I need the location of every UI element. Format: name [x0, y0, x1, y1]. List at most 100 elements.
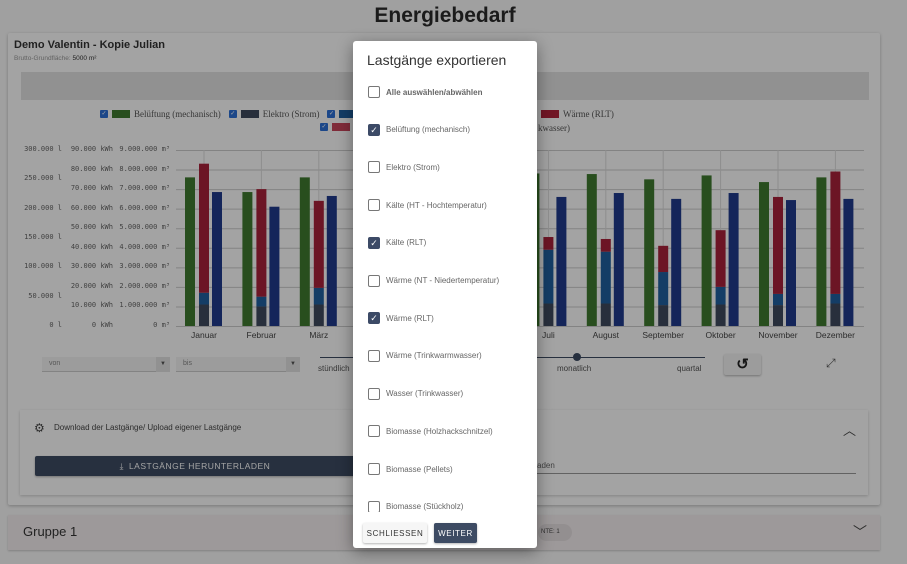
bar — [313, 200, 324, 288]
slider-label-quarterly: quartal — [677, 364, 702, 373]
export-option[interactable]: Biomasse (Stückholz) — [368, 500, 464, 512]
next-button[interactable]: WEITER — [434, 523, 477, 543]
legend-checkbox[interactable]: ✓ — [228, 110, 237, 118]
checkbox-icon[interactable] — [368, 161, 380, 174]
checkbox-checked-icon[interactable]: ✓ — [368, 312, 380, 325]
checkbox-icon[interactable] — [368, 387, 380, 400]
y-tick-label: 200.000 l — [24, 203, 62, 212]
legend-checkbox[interactable]: ✓ — [320, 123, 328, 131]
checkbox-icon[interactable] — [368, 349, 380, 362]
month-label: Juli — [542, 330, 555, 340]
undo-icon: ↺ — [736, 356, 749, 373]
bar — [269, 206, 280, 326]
legend-swatch — [339, 110, 358, 118]
checkbox-icon[interactable] — [368, 86, 380, 98]
month-label: März — [309, 330, 329, 340]
y-tick-label: 0 m³ — [153, 321, 170, 329]
export-option[interactable]: Kälte (HT - Hochtemperatur) — [368, 199, 487, 212]
export-option[interactable]: Wasser (Trinkwasser) — [368, 387, 464, 400]
export-option[interactable]: ✓ Kälte (RLT) — [368, 236, 426, 249]
bar — [786, 200, 796, 326]
bar — [199, 304, 209, 326]
y-tick-label: 80.000 kWh — [70, 164, 113, 173]
y-tick-label: 70.000 kWh — [70, 184, 113, 193]
month-label: August — [592, 330, 620, 340]
checkbox-icon[interactable] — [368, 500, 380, 512]
checkbox-icon[interactable] — [368, 199, 380, 212]
month-label: November — [758, 330, 798, 340]
legend-swatch — [541, 110, 560, 118]
y-tick-label: 50.000 l — [28, 291, 62, 300]
bar — [256, 189, 267, 297]
legend-checkbox[interactable]: ✓ — [327, 110, 336, 118]
group-title: Gruppe 1 — [23, 524, 78, 539]
upload-input[interactable]: aden — [365, 458, 856, 474]
bar — [600, 303, 611, 326]
upload-text: aden — [537, 461, 555, 470]
legend-swatch — [240, 110, 259, 118]
checkbox-checked-icon[interactable]: ✓ — [368, 236, 380, 249]
export-option[interactable]: Elektro (Strom) — [368, 161, 440, 174]
expand-icon[interactable]: ⤢ — [826, 356, 836, 370]
bar — [773, 305, 783, 326]
bar — [600, 238, 611, 252]
dialog-title: Lastgänge exportieren — [367, 52, 507, 68]
export-dialog: Lastgänge exportieren Alle auswählen/abw… — [353, 41, 537, 548]
y-tick-label: 40.000 kWh — [70, 242, 113, 251]
to-placeholder: bis — [183, 360, 192, 367]
export-option-label: Biomasse (Stückholz) — [386, 502, 464, 512]
download-button[interactable]: ⤓ LASTGÄNGE HERUNTERLADEN — [35, 456, 355, 476]
bar — [256, 296, 267, 307]
export-option[interactable]: ✓ Belüftung (mechanisch) — [368, 123, 470, 136]
bar — [830, 303, 841, 326]
chevron-down-icon: ▼ — [156, 357, 170, 372]
y-tick-label: 50.000 kWh — [70, 223, 113, 232]
export-options-list[interactable]: Alle auswählen/abwählen ✓ Belüftung (mecha… — [353, 75, 537, 512]
y-tick-label: 150.000 l — [24, 233, 62, 241]
export-option[interactable]: Wärme (NT - Niedertemperatur) — [368, 274, 499, 287]
to-select[interactable]: bis ▼ — [176, 357, 300, 372]
chevron-down-icon: ▼ — [286, 357, 300, 372]
checkbox-checked-icon[interactable]: ✓ — [368, 123, 380, 136]
panel-title[interactable]: Download der Lastgänge/ Upload eigener L… — [54, 423, 242, 432]
month-label: Dezember — [815, 330, 855, 340]
checkbox-icon[interactable] — [368, 274, 380, 287]
checkbox-icon[interactable] — [368, 463, 380, 475]
export-option[interactable]: Biomasse (Holzhackschnitzel) — [368, 425, 493, 438]
y-tick-label: 5.000.000 m³ — [119, 223, 170, 232]
bar — [313, 304, 324, 326]
export-option-label: Elektro (Strom) — [386, 162, 440, 172]
from-select[interactable]: von ▼ — [42, 357, 170, 372]
slider-knob[interactable] — [573, 353, 581, 361]
export-option[interactable]: Biomasse (Pellets) — [368, 463, 453, 475]
export-option-label: Wasser (Trinkwasser) — [386, 389, 464, 399]
bar — [773, 196, 783, 294]
bar — [715, 230, 726, 287]
y-tick-label: 100.000 l — [24, 262, 62, 271]
close-button[interactable]: SCHLIESSEN — [363, 523, 427, 543]
legend-swatch — [332, 123, 350, 131]
y-tick-label: 1.000.000 m³ — [119, 301, 170, 310]
page-title: Energiebedarf — [374, 4, 516, 27]
legend-label: Belüftung (mechanisch) — [134, 109, 221, 119]
export-option-label: Biomasse (Holzhackschnitzel) — [386, 426, 493, 436]
export-option[interactable]: Alle auswählen/abwählen — [368, 86, 482, 98]
checkbox-icon[interactable] — [368, 425, 380, 438]
export-option-label: Kälte (HT - Hochtemperatur) — [386, 200, 487, 210]
y-tick-label: 3.000.000 m³ — [119, 262, 170, 271]
export-option[interactable]: ✓ Wärme (RLT) — [368, 312, 434, 325]
export-option[interactable]: Wärme (Trinkwarmwasser) — [368, 349, 482, 362]
y-tick-label: 8.000.000 m³ — [119, 164, 170, 173]
legend-checkbox[interactable]: ✓ — [100, 110, 108, 118]
bar — [658, 305, 669, 326]
bar — [759, 182, 769, 326]
month-label: Januar — [191, 330, 217, 340]
y-tick-label: 9.000.000 m³ — [119, 145, 170, 153]
bar — [843, 198, 854, 326]
chevron-down-icon[interactable]: ﹀ — [853, 524, 867, 540]
chart-legend-row2: ✓ — [320, 123, 358, 131]
chevron-up-icon[interactable]: ︿ — [843, 423, 857, 438]
bar — [199, 292, 209, 305]
bar — [658, 245, 669, 273]
reset-button[interactable]: ↺ — [724, 354, 761, 375]
